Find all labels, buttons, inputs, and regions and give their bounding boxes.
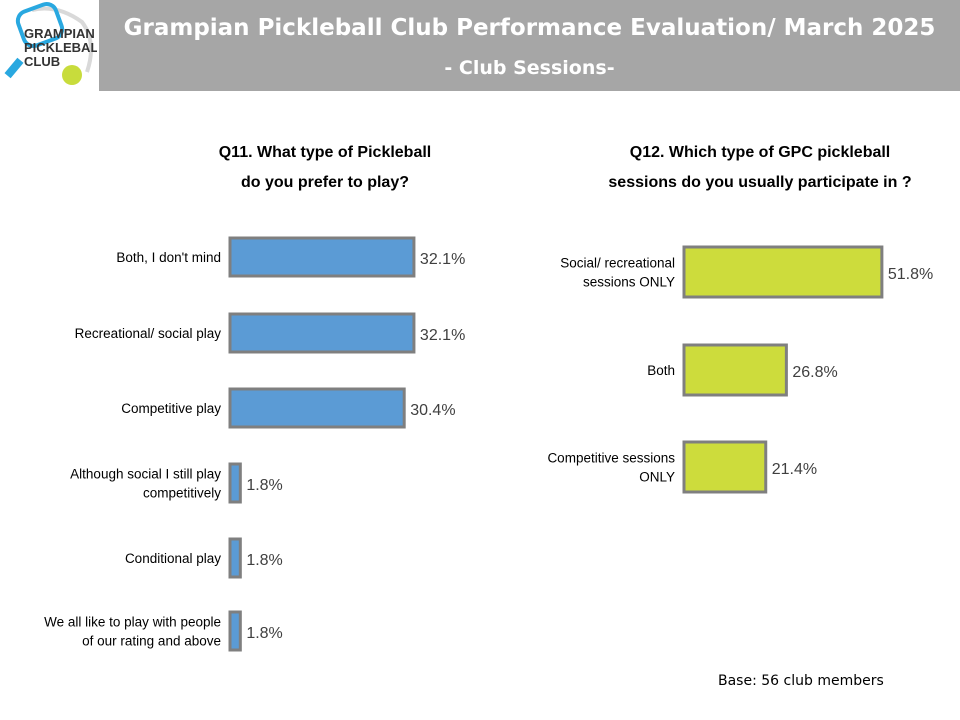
bar-1-4 xyxy=(228,537,242,579)
category-label: Recreational/ social play xyxy=(75,326,222,341)
bar-2-2 xyxy=(682,440,768,494)
category-label: Both xyxy=(647,363,675,378)
svg-text:CLUB: CLUB xyxy=(24,54,60,69)
bar-1-1 xyxy=(228,312,416,354)
q11-title-line2: do you prefer to play? xyxy=(240,174,409,191)
page-subtitle: - Club Sessions- xyxy=(444,57,615,79)
category-label: Conditional play xyxy=(125,551,221,566)
category-label: We all like to play with people xyxy=(44,615,221,630)
category-label: Both, I don't mind xyxy=(116,250,221,265)
club-logo: GRAMPIAN PICKLEBALL CLUB xyxy=(4,2,97,85)
q12-title-line1: Q12. Which type of GPC pickleball xyxy=(629,144,891,161)
category-label: ONLY xyxy=(639,470,675,485)
bar-2-0 xyxy=(682,245,884,299)
svg-text:PICKLEBALL: PICKLEBALL xyxy=(24,40,97,55)
bar-1-2 xyxy=(228,387,406,429)
q12-title: Q12. Which type of GPC pickleball sessio… xyxy=(540,138,960,198)
bar-1-3 xyxy=(228,462,242,504)
data-label: 32.1% xyxy=(420,251,465,268)
base-note: Base: 56 club members xyxy=(718,673,884,689)
category-label: competitively xyxy=(143,486,221,501)
svg-text:GRAMPIAN: GRAMPIAN xyxy=(24,26,95,41)
data-label: 21.4% xyxy=(772,461,817,478)
category-label: of our rating and above xyxy=(82,634,221,649)
page-header: Grampian Pickleball Club Performance Eva… xyxy=(99,0,960,91)
q11-title-line1: Q11. What type of Pickleball xyxy=(218,144,432,161)
category-label: Competitive play xyxy=(121,401,221,416)
bar-1-0 xyxy=(228,236,416,278)
data-label: 1.8% xyxy=(246,625,282,642)
data-label: 51.8% xyxy=(888,266,933,283)
q11-title: Q11. What type of Pickleball do you pref… xyxy=(150,138,500,198)
data-label: 32.1% xyxy=(420,327,465,344)
data-label: 30.4% xyxy=(410,402,455,419)
category-label: sessions ONLY xyxy=(583,275,675,290)
data-label: 26.8% xyxy=(792,364,837,381)
bar-2-1 xyxy=(682,343,788,397)
page-title: Grampian Pickleball Club Performance Eva… xyxy=(123,15,936,41)
category-label: Competitive sessions xyxy=(547,451,675,466)
category-label: Although social I still play xyxy=(70,467,221,482)
q12-title-line2: sessions do you usually participate in ? xyxy=(608,174,912,191)
data-label: 1.8% xyxy=(246,477,282,494)
bar-1-5 xyxy=(228,610,242,652)
data-label: 1.8% xyxy=(246,552,282,569)
category-label: Social/ recreational xyxy=(560,256,675,271)
